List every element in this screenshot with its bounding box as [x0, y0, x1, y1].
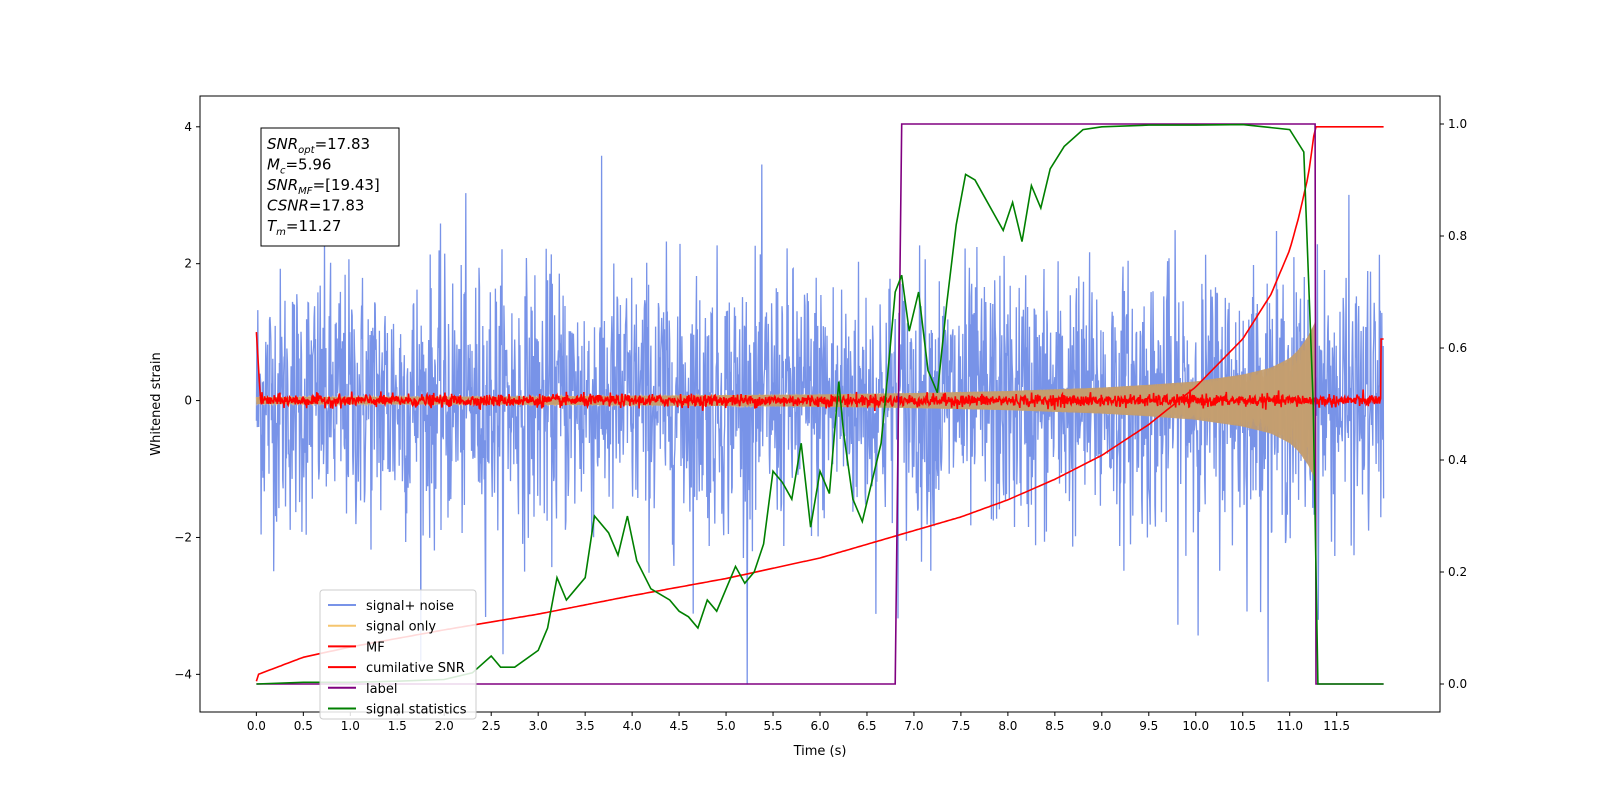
- x-tick-label: 5.5: [763, 719, 782, 733]
- legend: signal+ noise signal only MF cumilative SNR…: [319, 589, 477, 720]
- x-tick-label: 0.0: [247, 719, 266, 733]
- x-tick-label: 5.0: [717, 719, 736, 733]
- x-tick-label: 6.0: [810, 719, 829, 733]
- x-tick-label: 4.5: [670, 719, 689, 733]
- annotation-line: SNRMF=[19.43]: [267, 176, 380, 197]
- y-tick-label: −4: [174, 667, 192, 681]
- y2-tick-label: 0.6: [1448, 341, 1467, 355]
- x-tick-label: 10.5: [1229, 719, 1256, 733]
- x-axis-label: Time (s): [793, 744, 847, 759]
- legend-label: cumilative SNR: [366, 661, 465, 676]
- y-tick-label: 2: [184, 257, 192, 271]
- legend-label: label: [366, 682, 397, 697]
- y-tick-label: 0: [184, 394, 192, 408]
- series-mf: [255, 332, 1384, 412]
- x-tick-label: 7.5: [951, 719, 970, 733]
- series-signal-statistics: [256, 123, 1384, 685]
- x-tick-label: 0.5: [294, 719, 313, 733]
- x-tick-label: 8.5: [1045, 719, 1064, 733]
- y2-tick-label: 0.8: [1448, 229, 1467, 243]
- x-tick-label: 2.0: [435, 719, 454, 733]
- x-tick-label: 3.0: [529, 719, 548, 733]
- x-tick-label: 9.5: [1139, 719, 1158, 733]
- x-tick-label: 1.5: [388, 719, 407, 733]
- x-axis-ticks: 0.0 0.5 1.0 1.5 2.0 2.5 3.0 3.5 4.0 4.5 5.0 5.5 6.0 6…: [247, 712, 1350, 733]
- legend-label: signal statistics: [366, 703, 467, 718]
- legend-label: signal only: [366, 620, 436, 635]
- y2-axis-ticks: 0.0 0.2 0.4 0.6 0.8 1.0: [1440, 117, 1467, 691]
- x-tick-label: 8.0: [998, 719, 1017, 733]
- annotation-line: SNRopt=17.83: [267, 135, 370, 156]
- y2-tick-label: 0.0: [1448, 677, 1467, 691]
- legend-label: signal+ noise: [366, 599, 454, 614]
- x-tick-label: 10.0: [1182, 719, 1209, 733]
- series-layer: [255, 123, 1385, 685]
- x-tick-label: 3.5: [576, 719, 595, 733]
- annotation-line: Mc=5.96: [267, 156, 331, 177]
- y-tick-label: 4: [184, 120, 192, 134]
- legend-label: MF: [366, 640, 385, 655]
- y2-tick-label: 0.4: [1448, 453, 1467, 467]
- y2-tick-label: 0.2: [1448, 565, 1467, 579]
- x-tick-label: 2.5: [482, 719, 501, 733]
- x-tick-label: 11.0: [1276, 719, 1303, 733]
- annotation-box: SNRopt=17.83Mc=5.96SNRMF=[19.43]CSNR=17.…: [260, 127, 400, 247]
- x-tick-label: 4.0: [623, 719, 642, 733]
- y-axis-ticks: −4 −2 0 2 4: [174, 120, 200, 681]
- x-tick-label: 11.5: [1323, 719, 1350, 733]
- annotation-line: CSNR=17.83: [267, 197, 364, 215]
- annotation-line: Tm=11.27: [267, 217, 341, 238]
- x-tick-label: 6.5: [857, 719, 876, 733]
- y-tick-label: −2: [174, 530, 192, 544]
- y2-tick-label: 1.0: [1448, 117, 1467, 131]
- x-tick-label: 7.0: [904, 719, 923, 733]
- x-tick-label: 1.0: [341, 719, 360, 733]
- y-axis-label: Whitened strain: [149, 352, 164, 455]
- x-tick-label: 9.0: [1092, 719, 1111, 733]
